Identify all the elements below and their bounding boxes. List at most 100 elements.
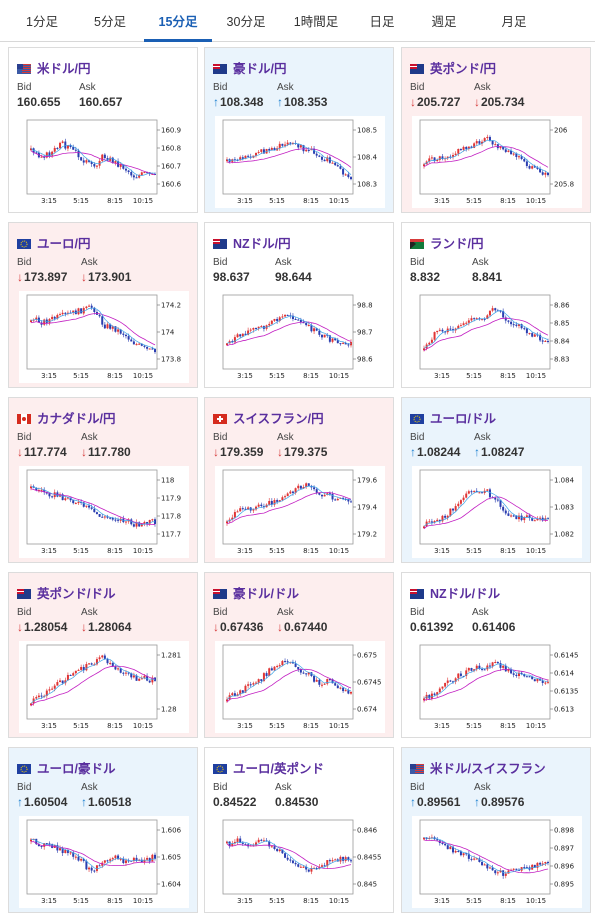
pair-title-link[interactable]: ユーロ/ドル xyxy=(410,408,496,426)
candle-body xyxy=(74,503,77,505)
rate-card[interactable]: 米ドル/スイスフラン Bid Ask ↑0.89561 ↑0.89576 0.898 0.8… xyxy=(401,747,591,913)
pair-title-link[interactable]: 英ポンド/ドル xyxy=(17,583,115,601)
pair-title-link[interactable]: カナダドル/円 xyxy=(17,408,115,426)
tab-3[interactable]: 30分足 xyxy=(226,15,266,29)
moving-average-long xyxy=(30,150,156,176)
tab-6[interactable]: 週足 xyxy=(431,15,457,29)
candle-body xyxy=(496,499,499,501)
candle-body xyxy=(523,867,526,869)
chart-area[interactable]: 174.2 174 173.8 3:15 5:15 8:15 10:15 xyxy=(19,291,189,383)
chart-area[interactable]: 0.846 0.8455 0.845 3:15 5:15 8:15 10:15 xyxy=(215,816,385,908)
chart-area[interactable]: 1.606 1.605 1.604 3:15 5:15 8:15 10:15 xyxy=(19,816,189,908)
chart-area[interactable]: 98.8 98.7 98.6 3:15 5:15 8:15 10:15 xyxy=(215,291,385,383)
rate-card[interactable]: 豪ドル/円 Bid Ask ↑108.348 ↑108.353 108.5 108.4 108… xyxy=(204,47,394,213)
pair-title-link[interactable]: NZドル/円 xyxy=(213,233,291,251)
pair-title-link[interactable]: 米ドル/円 xyxy=(17,58,90,76)
rate-card[interactable]: ユーロ/英ポンド Bid Ask 0.84522 0.84530 0.846 0.8455 0… xyxy=(204,747,394,913)
pair-title-link[interactable]: ユーロ/豪ドル xyxy=(17,758,115,776)
y-tick-label: 0.897 xyxy=(554,845,574,853)
candle-body xyxy=(449,680,452,682)
pair-title-link[interactable]: ユーロ/英ポンド xyxy=(213,758,324,776)
tab-7[interactable]: 月足 xyxy=(501,15,527,29)
chart-frame xyxy=(26,644,158,720)
candle-body xyxy=(470,491,473,493)
candle-body xyxy=(457,325,460,329)
candle-body xyxy=(56,314,59,319)
ask-number: 98.644 xyxy=(275,270,312,284)
candle-body xyxy=(69,852,72,854)
pair-title-link[interactable]: 米ドル/スイスフラン xyxy=(410,758,546,776)
x-tick-label: 10:15 xyxy=(526,197,546,205)
chart-area[interactable]: 118 117.9 117.8 117.7 3:15 5:15 8:15 10:15 xyxy=(19,466,189,558)
x-tick-label: 5:15 xyxy=(466,722,482,730)
chart-area[interactable]: 160.9 160.8 160.7 160.6 3:15 5:15 8:15 10:15 xyxy=(19,116,189,208)
rate-card[interactable]: ユーロ/豪ドル Bid Ask ↑1.60504 ↑1.60518 1.606 1.605 1… xyxy=(8,747,198,913)
x-tick-label: 3:15 xyxy=(434,197,450,205)
pair-title-link[interactable]: ランド/円 xyxy=(410,233,483,251)
candle-body xyxy=(51,316,54,320)
candle-body xyxy=(273,846,276,850)
rate-card[interactable]: ユーロ/ドル Bid Ask ↑1.08244 ↑1.08247 1.084 1.083 1.… xyxy=(401,397,591,563)
chart-area[interactable]: 179.6 179.4 179.2 3:15 5:15 8:15 10:15 xyxy=(215,466,385,558)
chart-area[interactable]: 0.675 0.6745 0.674 3:15 5:15 8:15 10:15 xyxy=(215,641,385,733)
rate-card[interactable]: NZドル/ドル Bid Ask 0.61392 0.61406 0.6145 0.614 0.… xyxy=(401,572,591,738)
rate-card[interactable]: 豪ドル/ドル Bid Ask ↓0.67436 ↓0.67440 0.675 0.6745 0… xyxy=(204,572,394,738)
rate-card[interactable]: ユーロ/円 Bid Ask ↓173.897 ↓173.901 174.2 174 173.8… xyxy=(8,222,198,388)
rate-card[interactable]: カナダドル/円 Bid Ask ↓117.774 ↓117.780 118 117.9 117… xyxy=(8,397,198,563)
x-tick-label: 8:15 xyxy=(303,372,319,380)
rate-card[interactable]: 英ポンド/ドル Bid Ask ↓1.28054 ↓1.28064 1.281 1.28 3:… xyxy=(8,572,198,738)
rate-card[interactable]: スイスフラン/円 Bid Ask ↓179.359 ↓179.375 179.6 179.4… xyxy=(204,397,394,563)
rate-card[interactable]: 米ドル/円 Bid Ask 160.655 160.657 160.9 160.8 160.7… xyxy=(8,47,198,213)
tab-1[interactable]: 5分足 xyxy=(94,15,126,29)
tab-5[interactable]: 日足 xyxy=(369,15,395,29)
pair-title-link[interactable]: 英ポンド/円 xyxy=(410,58,496,76)
candle-body xyxy=(491,662,494,667)
chart-area[interactable]: 1.281 1.28 3:15 5:15 8:15 10:15 xyxy=(19,641,189,733)
candle-body xyxy=(286,857,289,860)
pair-title-link[interactable]: 豪ドル/ドル xyxy=(213,583,299,601)
ask-number: 1.08247 xyxy=(481,445,525,459)
candle-body xyxy=(350,501,352,503)
candle-body xyxy=(336,165,339,167)
chart-area[interactable]: 0.898 0.897 0.896 0.895 3:15 5:15 8:15 10:15 xyxy=(412,816,582,908)
ask-label: Ask xyxy=(277,82,294,93)
pair-title-link[interactable]: 豪ドル/円 xyxy=(213,58,286,76)
tab-2[interactable]: 15分足 xyxy=(144,0,212,42)
pair-title-link[interactable]: NZドル/ドル xyxy=(410,583,500,601)
candle-body xyxy=(452,508,455,511)
candle-body xyxy=(59,680,62,683)
candle-body xyxy=(80,157,83,161)
bid-number: 1.60504 xyxy=(24,795,68,809)
chart-area[interactable]: 0.6145 0.614 0.6135 0.613 3:15 5:15 8:15 10:15 xyxy=(412,641,582,733)
candle-body xyxy=(336,685,339,689)
moving-average-long xyxy=(226,668,352,703)
candle-body xyxy=(43,489,46,493)
candle-body xyxy=(77,856,80,861)
pair-title-link[interactable]: ユーロ/円 xyxy=(17,233,90,251)
moving-average-short xyxy=(423,491,549,527)
chart-area[interactable]: 8.86 8.85 8.84 8.83 3:15 5:15 8:15 10:15 xyxy=(412,291,582,383)
chart-area[interactable]: 108.5 108.4 108.3 3:15 5:15 8:15 10:15 xyxy=(215,116,385,208)
candle-body xyxy=(536,518,539,521)
candle-body xyxy=(154,348,156,353)
candle-body xyxy=(244,155,247,159)
tab-4[interactable]: 1時間足 xyxy=(293,15,339,29)
rate-card[interactable]: NZドル/円 Bid Ask 98.637 98.644 98.8 98.7 98.6 3:15… xyxy=(204,222,394,388)
chart-area[interactable]: 1.084 1.083 1.082 3:15 5:15 8:15 10:15 xyxy=(412,466,582,558)
price-chart: 206 205.8 3:15 5:15 8:15 10:15 xyxy=(419,119,574,205)
chart-area[interactable]: 206 205.8 3:15 5:15 8:15 10:15 xyxy=(412,116,582,208)
candle-body xyxy=(547,518,549,520)
rate-card[interactable]: 英ポンド/円 Bid Ask ↓205.727 ↓205.734 206 205.8 3:15… xyxy=(401,47,591,213)
candle-body xyxy=(486,489,489,491)
candle-body xyxy=(502,870,505,876)
candle-body xyxy=(135,177,138,179)
tab-0[interactable]: 1分足 xyxy=(26,15,58,29)
candle-body xyxy=(510,321,513,325)
candle-body xyxy=(510,515,513,517)
rate-card[interactable]: ランド/円 Bid Ask 8.832 8.841 8.86 8.85 8.84 8.83 3:1… xyxy=(401,222,591,388)
pair-title-link[interactable]: スイスフラン/円 xyxy=(213,408,324,426)
candle-body xyxy=(56,147,59,149)
bid-value: ↓173.897 xyxy=(17,270,67,284)
candle-body xyxy=(483,318,486,320)
candle-body xyxy=(122,672,125,674)
